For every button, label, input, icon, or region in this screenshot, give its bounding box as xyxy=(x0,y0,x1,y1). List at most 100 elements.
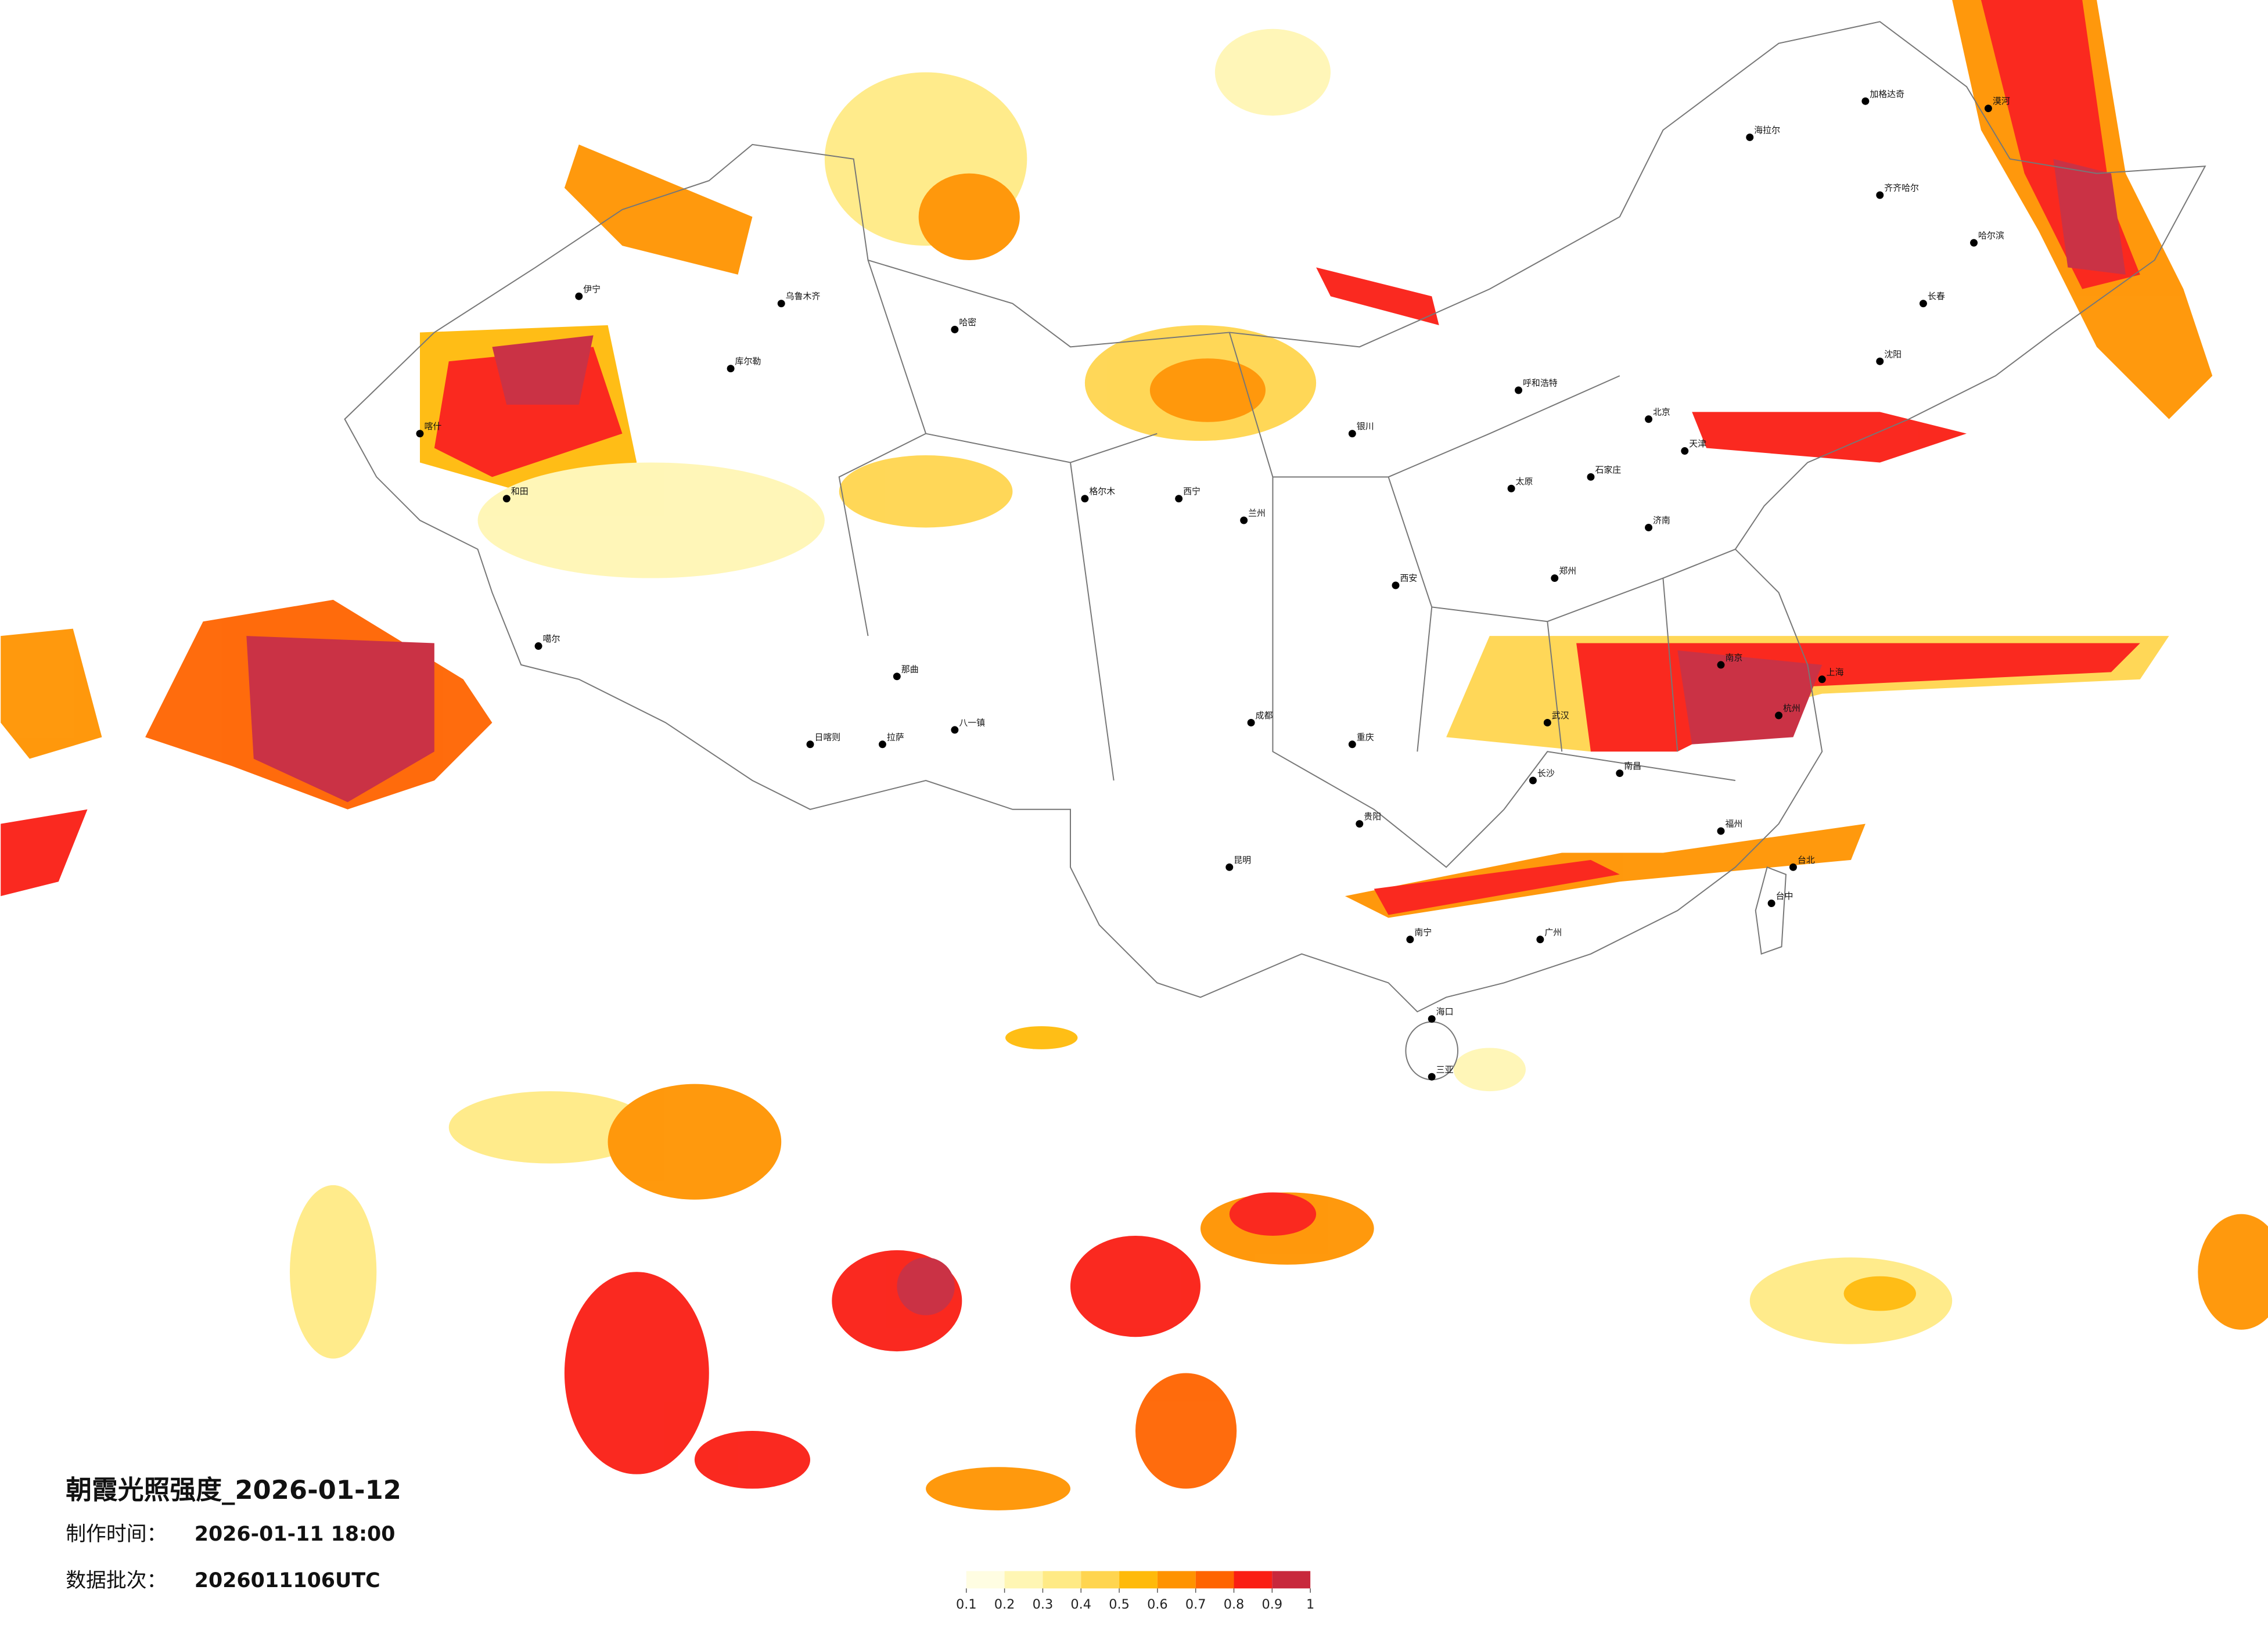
city-dot xyxy=(1529,776,1537,785)
city-label: 昆明 xyxy=(1234,855,1251,865)
city-label: 杭州 xyxy=(1783,703,1800,714)
city-dot xyxy=(1984,105,1992,113)
city-label: 长沙 xyxy=(1537,768,1555,779)
city-dot xyxy=(534,642,542,650)
city-label: 北京 xyxy=(1653,406,1670,417)
city-label: 成都 xyxy=(1256,710,1273,721)
city-label: 台北 xyxy=(1798,855,1815,865)
made-time: 2026-01-11 18:00 xyxy=(195,1523,396,1546)
city-label: 西宁 xyxy=(1183,486,1201,497)
city-label: 银川 xyxy=(1357,421,1374,431)
city-dot xyxy=(1225,863,1234,871)
colorbar: 0.1 0.2 0.3 0.4 0.5 0.6 0.7 0.8 0.9 1 xyxy=(956,1571,1314,1612)
city-dot xyxy=(1818,675,1826,684)
city-dot xyxy=(1348,430,1356,438)
colorbar-label: 0.7 xyxy=(1185,1597,1206,1612)
city-label: 日喀则 xyxy=(814,732,840,742)
city-label: 上海 xyxy=(1827,667,1844,677)
city-label: 郑州 xyxy=(1559,566,1576,576)
city-label: 天津 xyxy=(1689,438,1706,449)
city-dot xyxy=(1551,574,1559,582)
city-label: 海口 xyxy=(1436,1006,1454,1017)
city-dot xyxy=(1789,863,1797,871)
city-dot xyxy=(1746,133,1754,141)
city-dot xyxy=(1175,495,1183,503)
colorbar-label: 0.1 xyxy=(956,1597,977,1612)
colorbar-label: 0.2 xyxy=(994,1597,1015,1612)
colorbar-label: 0.5 xyxy=(1109,1597,1130,1612)
city-label: 拉萨 xyxy=(887,732,904,742)
city-dot xyxy=(1348,740,1356,749)
city-label: 齐齐哈尔 xyxy=(1884,183,1919,193)
city-label: 南京 xyxy=(1725,652,1742,663)
city-dot xyxy=(1919,300,1927,308)
colorbar-swatch xyxy=(966,1571,1005,1589)
city-dot xyxy=(1645,415,1653,423)
city-dot xyxy=(1507,484,1515,492)
city-dot xyxy=(1515,386,1523,394)
city-dot xyxy=(1543,718,1551,726)
city-label: 兰州 xyxy=(1248,508,1266,519)
city-dot xyxy=(1717,661,1725,669)
city-dot xyxy=(1428,1015,1436,1023)
colorbar-swatch xyxy=(1272,1571,1311,1589)
city-dot xyxy=(878,740,886,749)
city-label: 加格达奇 xyxy=(1870,89,1904,99)
colorbar-swatch xyxy=(1119,1571,1158,1589)
city-label: 南昌 xyxy=(1624,761,1641,771)
colorbar-label: 0.8 xyxy=(1224,1597,1245,1612)
city-label: 海拉尔 xyxy=(1754,125,1780,135)
colorbar-label: 0.3 xyxy=(1033,1597,1054,1612)
city-dot xyxy=(951,325,959,333)
city-label: 噶尔 xyxy=(543,634,560,644)
city-dot xyxy=(951,726,959,734)
city-dot xyxy=(727,365,735,373)
boundaries xyxy=(344,21,2206,1081)
city-label: 呼和浩特 xyxy=(1523,378,1558,388)
city-dot xyxy=(1767,900,1775,908)
city-label: 伊宁 xyxy=(583,284,601,294)
colorbar-swatch xyxy=(1004,1571,1043,1589)
city-dot xyxy=(1717,827,1725,835)
city-dot xyxy=(1247,718,1255,726)
colorbar-label: 0.9 xyxy=(1262,1597,1283,1612)
city-dot xyxy=(1970,239,1978,247)
heat-layer xyxy=(1,0,2268,1510)
city-dot xyxy=(1428,1073,1436,1081)
city-dot xyxy=(1681,447,1689,455)
colorbar-swatch xyxy=(1157,1571,1196,1589)
city-label: 库尔勒 xyxy=(735,356,761,366)
city-label: 哈尔滨 xyxy=(1978,231,2004,241)
city-dot xyxy=(1876,191,1884,199)
city-dot xyxy=(1861,97,1870,105)
city-dot xyxy=(777,300,785,308)
city-label: 沈阳 xyxy=(1884,349,1902,359)
city-label: 重庆 xyxy=(1357,732,1374,742)
city-label: 八一镇 xyxy=(959,717,985,728)
city-label: 南宁 xyxy=(1414,927,1432,937)
city-label: 武汉 xyxy=(1552,710,1569,721)
city-dot xyxy=(1392,581,1400,589)
city-label: 福州 xyxy=(1725,819,1742,829)
city-dot xyxy=(1240,516,1248,524)
city-dot xyxy=(893,672,901,681)
city-label: 石家庄 xyxy=(1595,465,1621,475)
city-dot xyxy=(1775,711,1783,720)
city-dot xyxy=(1081,495,1089,503)
city-label: 太原 xyxy=(1516,476,1533,487)
city-dot xyxy=(575,292,583,300)
batch-label: 数据批次： xyxy=(66,1569,167,1592)
city-dot xyxy=(806,740,814,749)
batch: 2026011106UTC xyxy=(195,1569,380,1592)
city-dot xyxy=(416,430,424,438)
city-label: 乌鲁木齐 xyxy=(786,291,821,301)
city-label: 广州 xyxy=(1544,927,1562,937)
city-dot xyxy=(1587,473,1595,481)
city-dot xyxy=(1645,523,1653,531)
city-dot xyxy=(1406,936,1414,944)
city-label: 那曲 xyxy=(901,664,919,674)
city-dot xyxy=(1876,357,1884,365)
colorbar-label: 0.4 xyxy=(1070,1597,1091,1612)
city-label: 和田 xyxy=(511,486,529,497)
